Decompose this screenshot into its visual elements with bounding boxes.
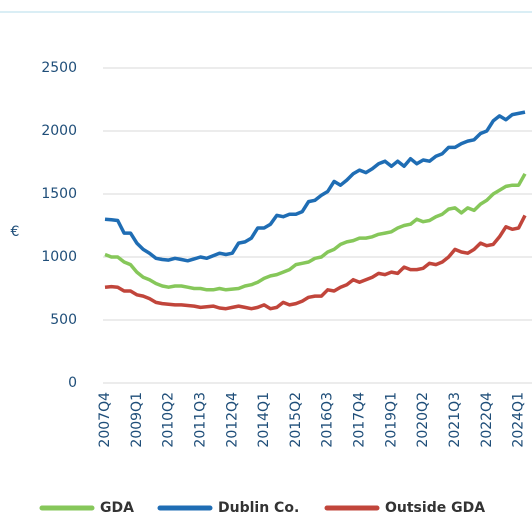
- x-tick-label: 2010Q2: [161, 392, 177, 448]
- series-line: [104, 214, 527, 311]
- y-tick-label: 0: [68, 375, 77, 391]
- y-tick-label: 2500: [41, 60, 77, 76]
- legend-label: GDA: [100, 500, 134, 516]
- x-tick-label: 2014Q1: [256, 392, 272, 448]
- x-tick-label: 2015Q2: [288, 392, 304, 448]
- x-tick-label: 2012Q4: [224, 392, 240, 448]
- x-tick-label: 2009Q1: [129, 392, 145, 448]
- legend-label: Outside GDA: [385, 500, 485, 516]
- x-tick-label: 2011Q3: [192, 392, 208, 448]
- x-tick-label: 2024Q1: [511, 392, 527, 448]
- x-tick-label: 2017Q4: [352, 392, 368, 448]
- series-line: [104, 110, 526, 263]
- y-tick-label: 2000: [41, 123, 77, 139]
- x-tick-label: 2020Q2: [415, 392, 431, 448]
- x-tick-label: 2022Q4: [479, 392, 495, 448]
- y-tick-label: 1500: [41, 186, 77, 202]
- x-tick-label: 2019Q1: [383, 392, 399, 448]
- legend-label: Dublin Co.: [218, 500, 299, 516]
- y-tick-label: 1000: [41, 249, 77, 265]
- x-tick-label: 2016Q3: [320, 392, 336, 448]
- y-tick-label: 500: [50, 312, 77, 328]
- x-tick-label: 2021Q3: [447, 392, 463, 448]
- x-tick-label: 2007Q4: [97, 392, 113, 448]
- y-axis-label: €: [11, 224, 20, 240]
- series-line: [104, 172, 527, 292]
